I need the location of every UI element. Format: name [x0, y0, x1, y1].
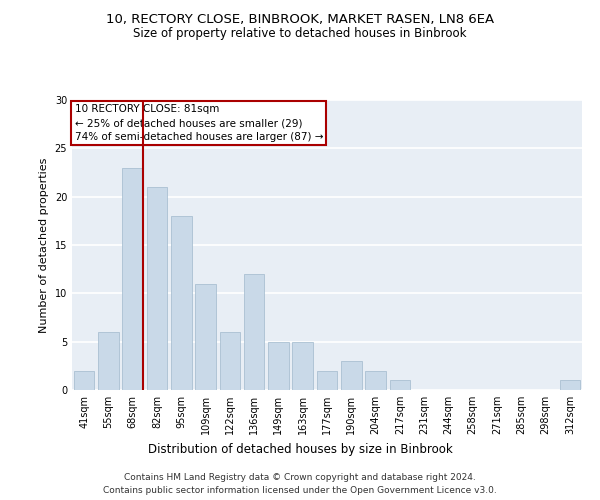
Bar — [341, 361, 362, 390]
Text: 10, RECTORY CLOSE, BINBROOK, MARKET RASEN, LN8 6EA: 10, RECTORY CLOSE, BINBROOK, MARKET RASE… — [106, 12, 494, 26]
Text: 10 RECTORY CLOSE: 81sqm
← 25% of detached houses are smaller (29)
74% of semi-de: 10 RECTORY CLOSE: 81sqm ← 25% of detache… — [74, 104, 323, 142]
Text: Contains public sector information licensed under the Open Government Licence v3: Contains public sector information licen… — [103, 486, 497, 495]
Bar — [317, 370, 337, 390]
Bar — [98, 332, 119, 390]
Text: Distribution of detached houses by size in Binbrook: Distribution of detached houses by size … — [148, 442, 452, 456]
Bar — [220, 332, 240, 390]
Bar — [74, 370, 94, 390]
Bar — [122, 168, 143, 390]
Bar — [365, 370, 386, 390]
Bar — [244, 274, 265, 390]
Bar — [268, 342, 289, 390]
Bar — [171, 216, 191, 390]
Text: Size of property relative to detached houses in Binbrook: Size of property relative to detached ho… — [133, 28, 467, 40]
Y-axis label: Number of detached properties: Number of detached properties — [39, 158, 49, 332]
Bar — [195, 284, 216, 390]
Bar — [292, 342, 313, 390]
Text: Contains HM Land Registry data © Crown copyright and database right 2024.: Contains HM Land Registry data © Crown c… — [124, 472, 476, 482]
Bar — [146, 187, 167, 390]
Bar — [389, 380, 410, 390]
Bar — [560, 380, 580, 390]
